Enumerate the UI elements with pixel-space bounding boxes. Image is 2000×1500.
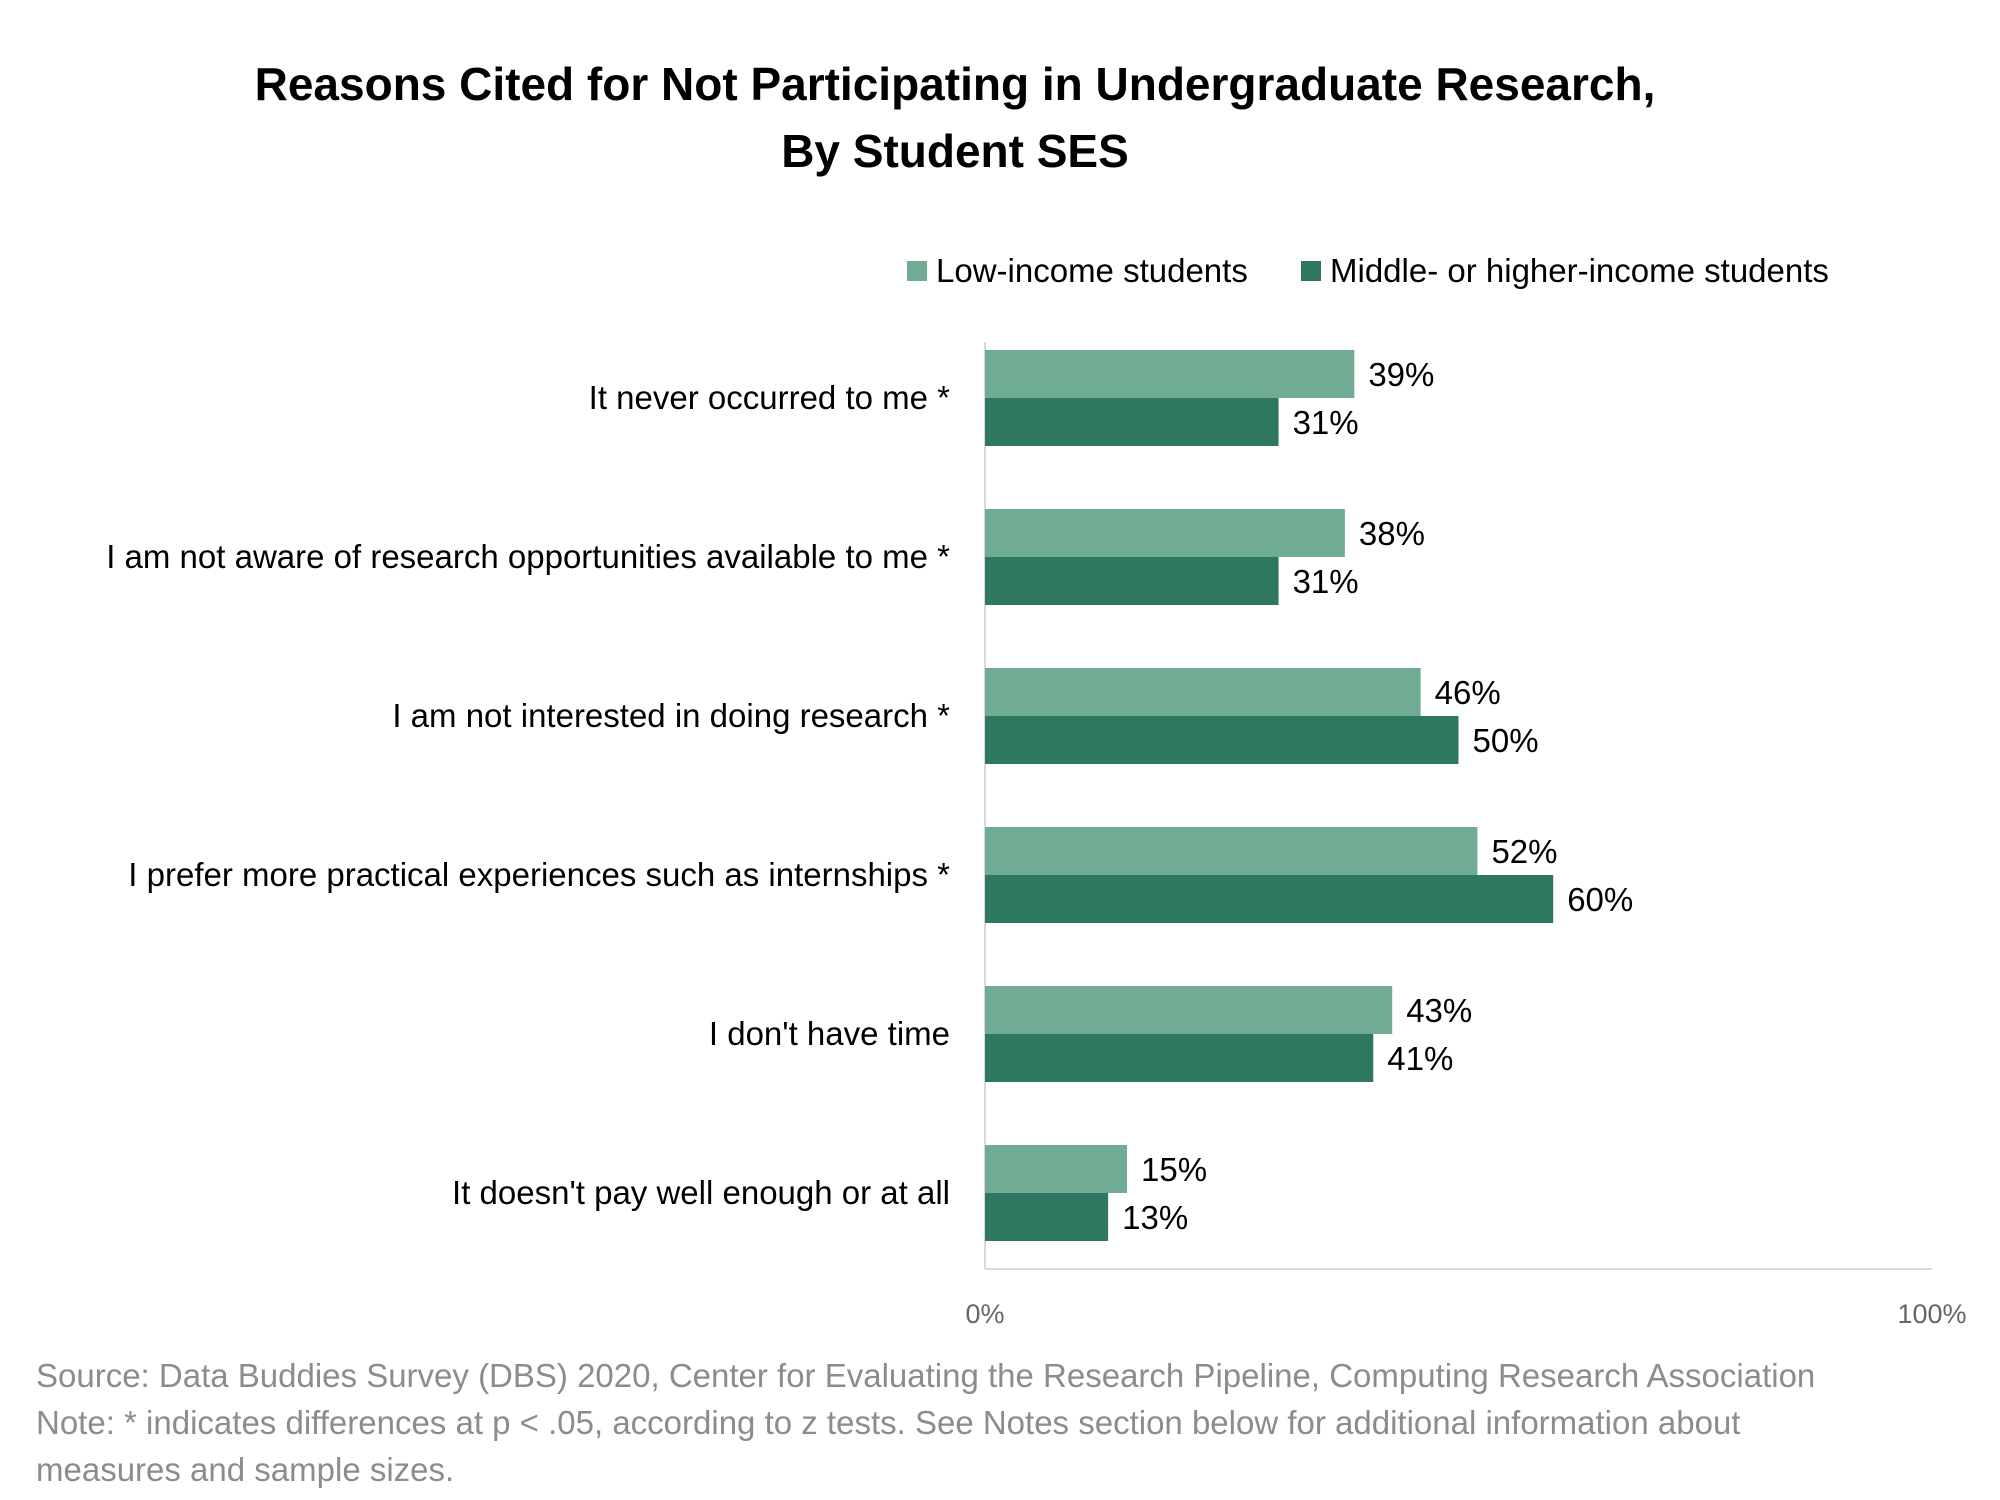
category-label: I am not aware of research opportunities… [106, 538, 950, 575]
legend-swatch-low-income [907, 261, 927, 281]
legend-swatch-middle-higher-income [1301, 261, 1321, 281]
data-label-low-income: 39% [1368, 356, 1434, 393]
data-labels: 39%31%38%31%46%50%52%60%43%41%15%13% [1122, 356, 1633, 1236]
x-tick-labels: 0% 100% [965, 1299, 1966, 1329]
category-label: I prefer more practical experiences such… [128, 856, 950, 893]
data-label-middle-higher-income: 50% [1473, 722, 1539, 759]
source-note: Source: Data Buddies Survey (DBS) 2020, … [36, 1357, 1816, 1394]
significance-note-line-2: measures and sample sizes. [36, 1451, 455, 1488]
data-label-low-income: 15% [1141, 1151, 1207, 1188]
data-label-middle-higher-income: 31% [1293, 404, 1359, 441]
data-label-middle-higher-income: 13% [1122, 1199, 1188, 1236]
bar-middle-higher-income [985, 1193, 1109, 1241]
bar-middle-higher-income [985, 716, 1459, 764]
significance-note-line-1: Note: * indicates differences at p < .05… [36, 1404, 1741, 1441]
category-label: It doesn't pay well enough or at all [452, 1174, 950, 1211]
x-tick-label-0: 0% [965, 1299, 1004, 1329]
legend: Low-income students Middle- or higher-in… [907, 252, 1829, 289]
legend-item-middle-higher-income: Middle- or higher-income students [1301, 252, 1829, 289]
data-label-low-income: 46% [1435, 674, 1501, 711]
category-label: It never occurred to me * [589, 379, 950, 416]
bar-low-income [985, 1145, 1128, 1193]
category-label: I don't have time [709, 1015, 950, 1052]
category-labels: It never occurred to me * I am not aware … [106, 379, 950, 1211]
bar-low-income [985, 509, 1345, 557]
data-label-low-income: 52% [1491, 833, 1557, 870]
legend-item-low-income: Low-income students [907, 252, 1248, 289]
bar-low-income [985, 668, 1421, 716]
data-label-low-income: 38% [1359, 515, 1425, 552]
data-label-middle-higher-income: 31% [1293, 563, 1359, 600]
plot-area: It never occurred to me * I am not aware … [106, 342, 1967, 1329]
chart-footer: Source: Data Buddies Survey (DBS) 2020, … [36, 1352, 1976, 1493]
bar-middle-higher-income [985, 875, 1554, 923]
bar-low-income [985, 827, 1478, 875]
bar-middle-higher-income [985, 398, 1279, 446]
bar-low-income [985, 986, 1393, 1034]
chart-title: Reasons Cited for Not Participating in U… [255, 58, 1656, 177]
data-label-low-income: 43% [1406, 992, 1472, 1029]
chart-title-line-2: By Student SES [781, 125, 1129, 177]
x-tick-label-100: 100% [1897, 1299, 1966, 1329]
category-label: I am not interested in doing research * [392, 697, 950, 734]
legend-label-low-income: Low-income students [936, 252, 1248, 289]
bar-middle-higher-income [985, 1034, 1374, 1082]
chart-title-line-1: Reasons Cited for Not Participating in U… [255, 58, 1656, 110]
bar-middle-higher-income [985, 557, 1279, 605]
legend-label-middle-higher-income: Middle- or higher-income students [1330, 252, 1829, 289]
bars [985, 350, 1554, 1241]
bar-low-income [985, 350, 1355, 398]
data-label-middle-higher-income: 41% [1387, 1040, 1453, 1077]
data-label-middle-higher-income: 60% [1567, 881, 1633, 918]
